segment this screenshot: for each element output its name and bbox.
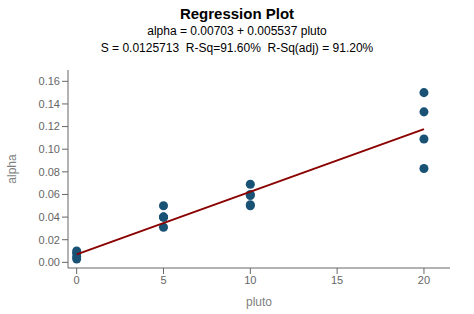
svg-text:10: 10 — [244, 274, 256, 286]
svg-text:0.14: 0.14 — [39, 98, 60, 110]
svg-text:0.08: 0.08 — [39, 166, 60, 178]
svg-text:20: 20 — [418, 274, 430, 286]
svg-text:0.04: 0.04 — [39, 211, 60, 223]
svg-text:15: 15 — [331, 274, 343, 286]
svg-text:0.00: 0.00 — [39, 256, 60, 268]
html-text:Regression Plot: Regression Plot — [179, 5, 295, 22]
html-text:S = 0.0125713 R-Sq=91.60% R-Sq: S = 0.0125713 R-Sq=91.60% R-Sq(adj) = 91… — [100, 41, 374, 55]
svg-text:0.12: 0.12 — [39, 120, 60, 132]
svg-text:0.16: 0.16 — [39, 75, 60, 87]
svg-text:0.06: 0.06 — [39, 188, 60, 200]
html-text:alpha = 0.00703 + 0.005537 plu: alpha = 0.00703 + 0.005537 pluto — [147, 24, 327, 38]
svg-text:0.02: 0.02 — [39, 234, 60, 246]
svg-text:5: 5 — [160, 274, 166, 286]
svg-text:0.10: 0.10 — [39, 143, 60, 155]
svg-text:0: 0 — [74, 274, 80, 286]
svg-text:alpha: alpha — [5, 154, 19, 184]
svg-text:pluto: pluto — [246, 295, 272, 309]
